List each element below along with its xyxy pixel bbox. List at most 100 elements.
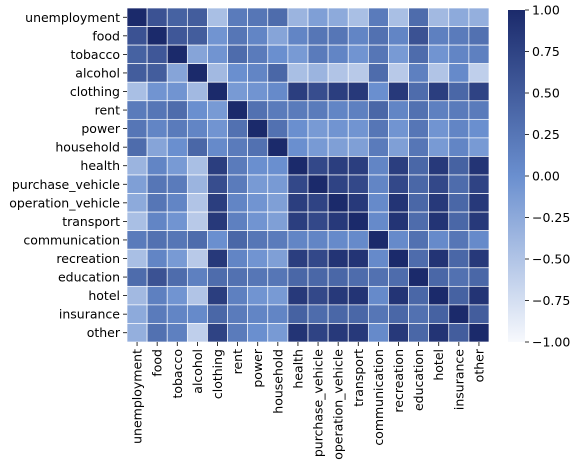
heatmap-cell-purchase_vehicle-alcohol bbox=[186, 174, 208, 194]
heatmap-cell-food-alcohol bbox=[186, 26, 208, 46]
heatmap-cell-food-food bbox=[146, 26, 168, 46]
colorbar-tick-label: 0.00 bbox=[532, 169, 560, 184]
heatmap-cell-operation_vehicle-hotel bbox=[428, 193, 450, 213]
heatmap-cell-food-insurance bbox=[448, 26, 470, 46]
heatmap-cell-power-rent bbox=[227, 118, 249, 139]
heatmap-cell-recreation-operation_vehicle bbox=[327, 248, 349, 269]
heatmap-cell-transport-clothing bbox=[207, 211, 228, 232]
heatmap-cell-insurance-recreation bbox=[388, 304, 409, 324]
heatmap-cell-insurance-household bbox=[267, 304, 289, 324]
heatmap-cell-other-hotel bbox=[428, 323, 450, 343]
heatmap-cell-communication-hotel bbox=[428, 230, 450, 250]
heatmap-cell-unemployment-rent bbox=[227, 7, 249, 27]
heatmap-cell-communication-other bbox=[468, 230, 490, 250]
heatmap-cell-hotel-purchase_vehicle bbox=[307, 285, 329, 306]
heatmap-cell-rent-unemployment bbox=[126, 100, 148, 120]
heatmap-cell-rent-transport bbox=[347, 100, 369, 120]
heatmap-cell-power-tobacco bbox=[166, 118, 188, 139]
heatmap-cell-recreation-rent bbox=[227, 248, 249, 269]
heatmap-cell-purchase_vehicle-household bbox=[267, 174, 289, 194]
heatmap-cell-operation_vehicle-transport bbox=[347, 193, 369, 213]
heatmap-cell-health-tobacco bbox=[166, 156, 188, 176]
heatmap-cell-clothing-other bbox=[468, 81, 490, 102]
heatmap-cell-household-education bbox=[408, 137, 430, 157]
heatmap-cell-household-unemployment bbox=[126, 137, 148, 157]
heatmap-cell-hotel-tobacco bbox=[166, 285, 188, 306]
colorbar-tick-label: 0.25 bbox=[532, 127, 560, 142]
colorbar-tick-label: 0.50 bbox=[532, 86, 560, 101]
y-tick-label-recreation: recreation bbox=[56, 251, 120, 266]
heatmap-cell-household-recreation bbox=[388, 137, 409, 157]
heatmap-cell-alcohol-food bbox=[146, 63, 168, 83]
x-tick-label-communication: communication bbox=[371, 349, 386, 446]
y-tick-label-purchase_vehicle: purchase_vehicle bbox=[12, 177, 120, 192]
heatmap-cell-hotel-unemployment bbox=[126, 285, 148, 306]
heatmap-cell-rent-recreation bbox=[388, 100, 409, 120]
y-tick-label-clothing: clothing bbox=[70, 84, 120, 99]
heatmap-cell-tobacco-insurance bbox=[448, 44, 470, 65]
heatmap-cell-clothing-recreation bbox=[388, 81, 409, 102]
heatmap-cell-rent-alcohol bbox=[186, 100, 208, 120]
heatmap-cell-communication-rent bbox=[227, 230, 249, 250]
heatmap-cell-insurance-hotel bbox=[428, 304, 450, 324]
heatmap-cell-operation_vehicle-alcohol bbox=[186, 193, 208, 213]
x-tick-label-unemployment: unemployment bbox=[130, 349, 145, 444]
y-tick-label-unemployment: unemployment bbox=[25, 10, 120, 25]
heatmap-cell-transport-education bbox=[408, 211, 430, 232]
heatmap-cell-education-clothing bbox=[207, 267, 228, 287]
heatmap-cell-hotel-clothing bbox=[207, 285, 228, 306]
heatmap-cell-education-communication bbox=[367, 267, 389, 287]
x-tick-labels: unemployment food tobacco alcohol clothing re… bbox=[130, 342, 486, 460]
heatmap-cell-tobacco-communication bbox=[367, 44, 389, 65]
heatmap-cell-operation_vehicle-purchase_vehicle bbox=[307, 193, 329, 213]
heatmap-cell-operation_vehicle-other bbox=[468, 193, 490, 213]
heatmap-cell-hotel-hotel bbox=[428, 285, 450, 306]
heatmap-cell-rent-operation_vehicle bbox=[327, 100, 349, 120]
heatmap-cell-purchase_vehicle-education bbox=[408, 174, 430, 194]
heatmap-cell-operation_vehicle-recreation bbox=[388, 193, 409, 213]
heatmap-cell-tobacco-other bbox=[468, 44, 490, 65]
heatmap-cell-power-alcohol bbox=[186, 118, 208, 139]
heatmap-cell-alcohol-tobacco bbox=[166, 63, 188, 83]
heatmap-cell-hotel-power bbox=[247, 285, 269, 306]
heatmap-cell-tobacco-recreation bbox=[388, 44, 409, 65]
heatmap-cell-recreation-clothing bbox=[207, 248, 228, 269]
heatmap-cell-health-household bbox=[267, 156, 289, 176]
heatmap-cell-operation_vehicle-power bbox=[247, 193, 269, 213]
heatmap-cell-food-communication bbox=[367, 26, 389, 46]
heatmap-cell-household-household bbox=[267, 137, 289, 157]
heatmap-cell-education-food bbox=[146, 267, 168, 287]
y-tick-label-insurance: insurance bbox=[59, 307, 120, 322]
heatmap-cell-tobacco-power bbox=[247, 44, 269, 65]
heatmap-cell-clothing-tobacco bbox=[166, 81, 188, 102]
heatmap-cell-purchase_vehicle-transport bbox=[347, 174, 369, 194]
heatmap-cell-alcohol-hotel bbox=[428, 63, 450, 83]
heatmap-cell-tobacco-purchase_vehicle bbox=[307, 44, 329, 65]
heatmap-cell-insurance-rent bbox=[227, 304, 249, 324]
y-tick-label-operation_vehicle: operation_vehicle bbox=[9, 195, 120, 210]
heatmap-cell-insurance-transport bbox=[347, 304, 369, 324]
heatmap-cell-unemployment-recreation bbox=[388, 7, 409, 27]
heatmap-cell-communication-clothing bbox=[207, 230, 228, 250]
heatmap-cell-health-clothing bbox=[207, 156, 228, 176]
heatmap-cell-health-alcohol bbox=[186, 156, 208, 176]
heatmap-cell-purchase_vehicle-health bbox=[287, 174, 309, 194]
heatmap-cell-food-operation_vehicle bbox=[327, 26, 349, 46]
heatmap-cell-communication-purchase_vehicle bbox=[307, 230, 329, 250]
heatmap-cell-health-recreation bbox=[388, 156, 409, 176]
heatmap-cell-transport-insurance bbox=[448, 211, 470, 232]
heatmap-cell-health-other bbox=[468, 156, 490, 176]
x-tick-label-recreation: recreation bbox=[391, 349, 406, 413]
x-tick-label-other: other bbox=[471, 348, 486, 382]
heatmap-cell-alcohol-communication bbox=[367, 63, 389, 83]
heatmap-cell-operation_vehicle-health bbox=[287, 193, 309, 213]
heatmap-cell-rent-clothing bbox=[207, 100, 228, 120]
heatmap-cell-tobacco-household bbox=[267, 44, 289, 65]
heatmap-cell-insurance-food bbox=[146, 304, 168, 324]
heatmap-cell-communication-health bbox=[287, 230, 309, 250]
heatmap-cell-rent-insurance bbox=[448, 100, 470, 120]
heatmap-cell-communication-unemployment bbox=[126, 230, 148, 250]
heatmap-cell-food-health bbox=[287, 26, 309, 46]
heatmap-cell-clothing-communication bbox=[367, 81, 389, 102]
